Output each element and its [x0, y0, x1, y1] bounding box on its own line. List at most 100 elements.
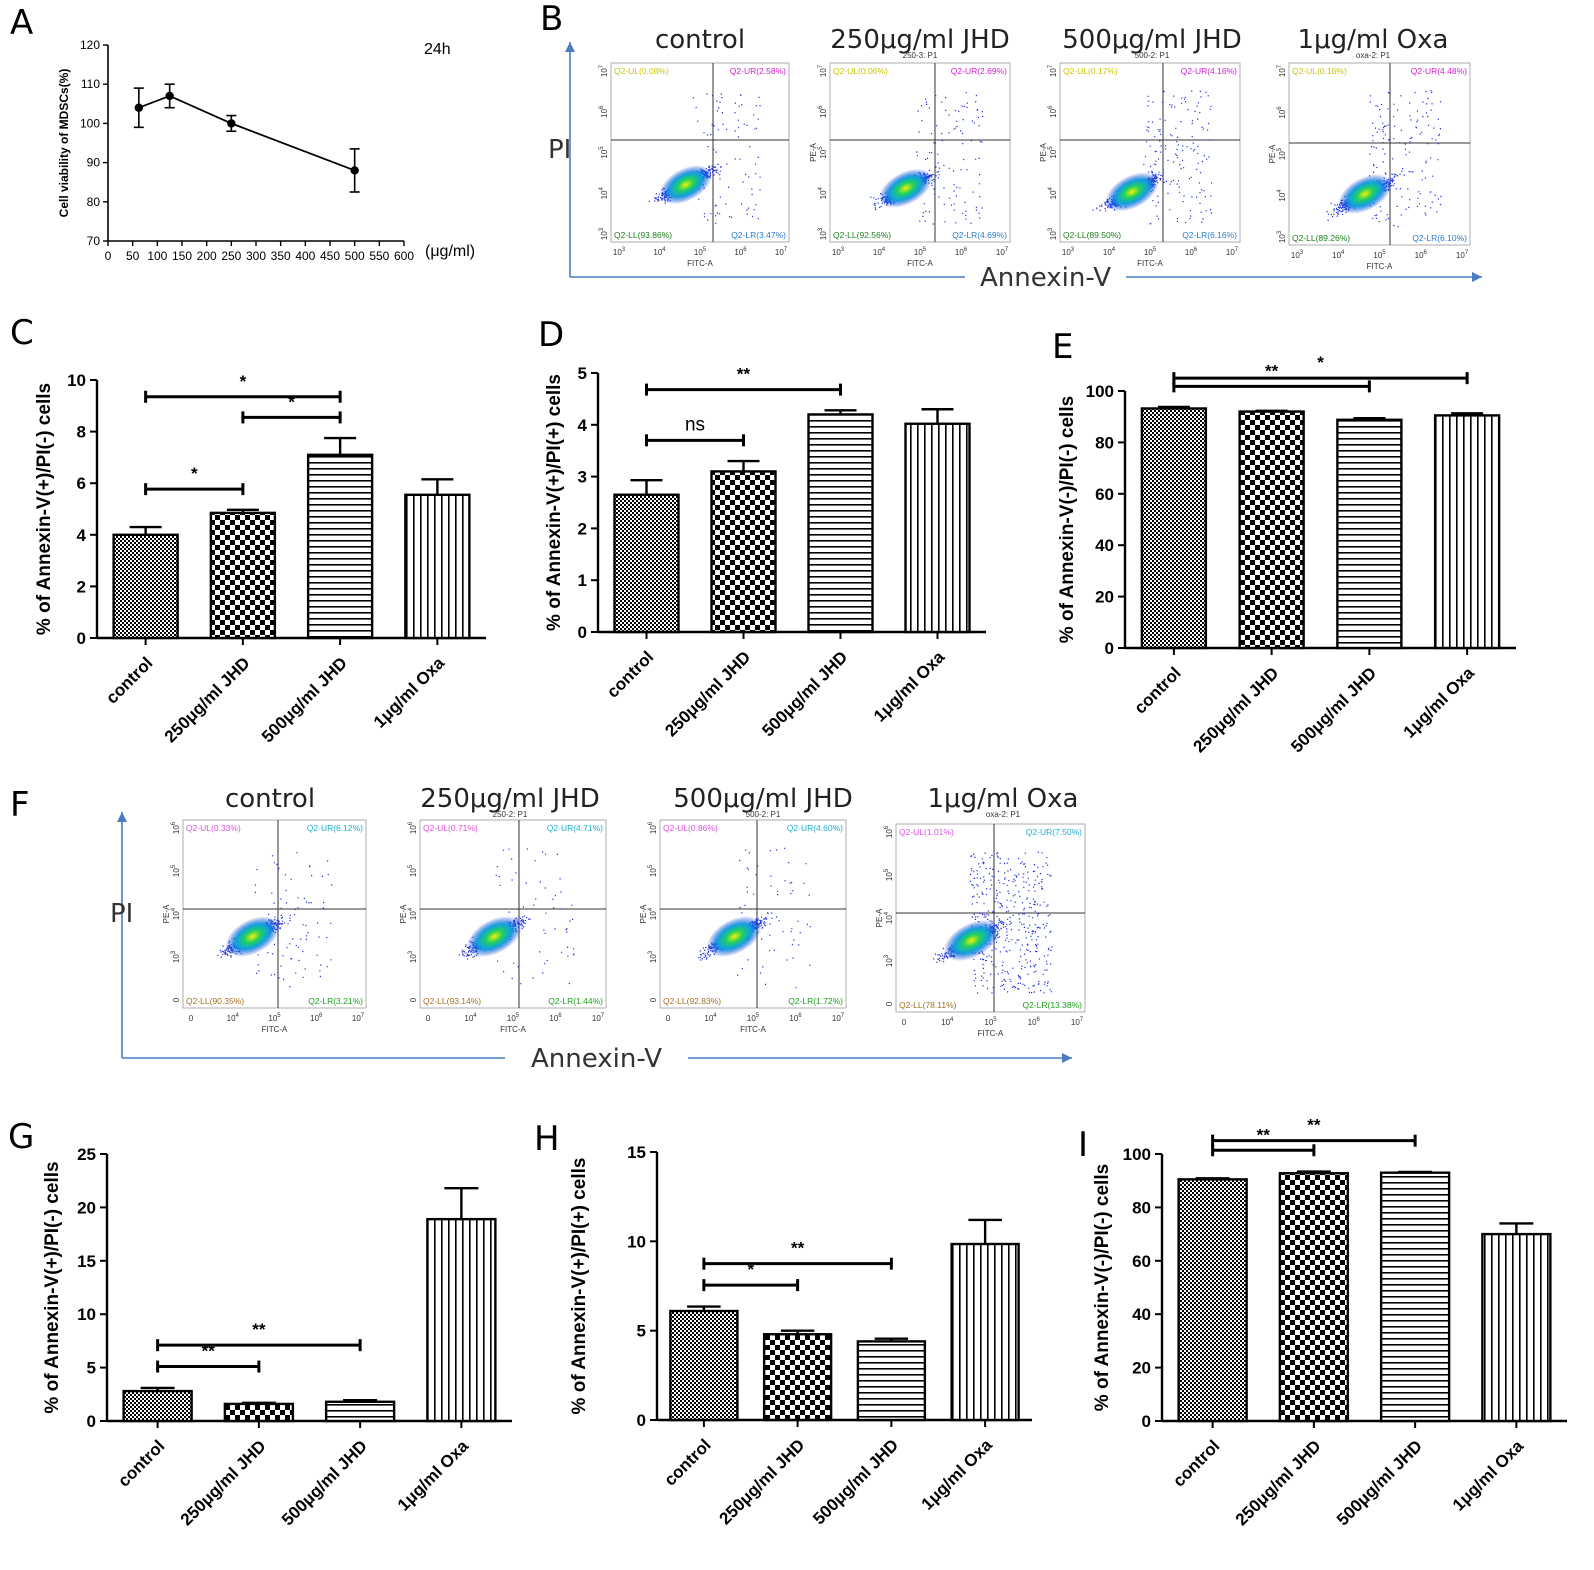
category-label: 500μg/ml JHD	[258, 653, 351, 746]
tick-exponent: 7	[1048, 64, 1054, 68]
tick-exponent: 7	[601, 1013, 605, 1019]
x-tick-label: 0	[666, 1014, 671, 1023]
fitc-axis-label: FITC-A	[978, 1029, 1004, 1038]
x-tick-label: 104	[1103, 247, 1116, 257]
y-tick-label: 104	[1048, 186, 1058, 199]
quadrant-ul-label: Q2-UL(0.33%)	[186, 823, 241, 833]
tick-exponent: 5	[277, 1013, 281, 1019]
flow-plot-title: 500μg/ml JHD	[1062, 25, 1242, 55]
tick-exponent: 3	[171, 950, 177, 954]
fitc-axis-label: FITC-A	[687, 259, 713, 268]
plot-frame	[182, 819, 367, 1009]
y-tick-label: 10	[627, 1232, 646, 1251]
y-tick-label: 104	[408, 907, 418, 920]
tick-exponent: 7	[784, 247, 788, 253]
quadrant-ul-label: Q2-UL(0.17%)	[1063, 66, 1118, 76]
y-tick-label: 104	[599, 186, 609, 199]
flow-plot-1: control Q2-UL(0.08%) Q2-UR(2.58%) Q2-LL(93.…	[599, 25, 790, 268]
panel-e-chart: 0 20 40 60 80 100 % of Annexin-V(-)/PI(-) cell…	[1057, 353, 1516, 756]
panel-label-f: F	[10, 785, 30, 825]
tick-exponent: 6	[1194, 247, 1198, 253]
panel-b-flow: PI Annexin-V control Q2-UL(0.08%) Q2-UR(2.58…	[548, 25, 1482, 293]
tick-exponent: 4	[884, 911, 890, 915]
y-tick-label: 20	[1132, 1359, 1151, 1378]
flow-plot-title: control	[655, 25, 745, 55]
category-label: 250μg/ml JHD	[661, 647, 754, 740]
y-tick-label: 60	[1095, 485, 1114, 504]
x-tick-label: 300	[246, 249, 266, 263]
significance-label: **	[202, 1342, 216, 1361]
y-tick-label: 90	[87, 156, 101, 170]
category-label: 1μg/ml Oxa	[1449, 1436, 1528, 1515]
bar	[112, 533, 179, 640]
category-label: 500μg/ml JHD	[809, 1435, 902, 1528]
significance-label: **	[252, 1320, 266, 1339]
tick-exponent: 5	[993, 1017, 997, 1023]
tick-exponent: 7	[361, 1013, 365, 1019]
significance-label: *	[288, 392, 295, 411]
quadrant-lr-label: Q2-LR(13.38%)	[1022, 1000, 1082, 1010]
x-tick-label: 103	[613, 247, 626, 257]
panel-label-g: G	[8, 1117, 34, 1157]
panel-i-chart: 0 20 40 60 80 100 % of Annexin-V(-)/PI(-) cell…	[1092, 1116, 1567, 1529]
tick-exponent: 4	[648, 907, 654, 911]
category-label: control	[661, 1435, 715, 1489]
y-tick-label: 103	[648, 950, 658, 963]
category-label: 1μg/ml Oxa	[918, 1435, 997, 1514]
y-tick-label: 105	[1277, 147, 1287, 160]
flow-plot-title: 500μg/ml JHD	[673, 784, 853, 814]
plot-frame	[419, 819, 607, 1009]
x-tick-label: 104	[941, 1017, 954, 1027]
tick-exponent: 7	[1005, 247, 1009, 253]
quadrant-ur-label: Q2-UR(7.50%)	[1026, 827, 1082, 837]
bar	[950, 1242, 1020, 1422]
quadrant-ul-label: Q2-UL(1.01%)	[899, 827, 954, 837]
quadrant-ul-label: Q2-UL(0.06%)	[833, 66, 888, 76]
tick-exponent: 3	[599, 227, 605, 231]
tick-exponent: 6	[319, 1013, 323, 1019]
arrow-head	[565, 42, 575, 52]
y-tick-label: 10	[77, 1305, 96, 1324]
y-tick-label: 103	[408, 950, 418, 963]
tick-exponent: 3	[1277, 230, 1283, 234]
panel-d-chart: 0 1 2 3 4 5 % of Annexin-V(+)/PI(+) cells contr…	[544, 364, 986, 740]
bar	[426, 1217, 497, 1423]
bar	[669, 1309, 739, 1422]
x-tick-label: 105	[984, 1017, 997, 1027]
bar	[762, 1333, 833, 1422]
y-tick-label: 105	[408, 864, 418, 877]
x-tick-label: 106	[1185, 247, 1198, 257]
panel-label-a: A	[10, 3, 33, 43]
x-tick-label: 550	[369, 249, 389, 263]
y-tick-label: 105	[648, 864, 658, 877]
y-tick-label: 106	[171, 821, 181, 834]
tick-exponent: 3	[1300, 250, 1304, 256]
bar	[1278, 1172, 1350, 1423]
flow-plot-gate-label: 500-2: P1	[1135, 51, 1170, 60]
quadrant-ur-label: Q2-UR(4.71%)	[547, 823, 603, 833]
x-tick-label: 250	[221, 249, 241, 263]
quadrant-lr-label: Q2-LR(4.69%)	[952, 230, 1007, 240]
y-tick-label: 107	[1048, 64, 1058, 77]
tick-exponent: 4	[950, 1017, 954, 1023]
y-axis-title: % of Annexin-V(-)/PI(-) cells	[1057, 396, 1078, 643]
tick-exponent: 6	[171, 821, 177, 825]
category-label: 1μg/ml Oxa	[370, 653, 449, 732]
x-tick-label: 0	[189, 1014, 194, 1023]
panel-label-d: D	[538, 315, 564, 355]
y-tick-label: 4	[77, 526, 87, 545]
y-tick-label: 120	[80, 38, 100, 52]
flow-plot-title: 1μg/ml Oxa	[1298, 25, 1449, 55]
x-tick-label: 106	[1415, 250, 1428, 260]
flow-plot-title: control	[225, 784, 315, 814]
plot-frame	[1288, 62, 1471, 246]
panel-a-unit-label: (μg/ml)	[425, 243, 475, 260]
bar	[613, 493, 680, 634]
tick-exponent: 6	[743, 247, 747, 253]
x-tick-label: 50	[126, 249, 140, 263]
x-tick-label: 106	[789, 1013, 802, 1023]
quadrant-lr-label: Q2-LR(1.44%)	[548, 996, 603, 1006]
